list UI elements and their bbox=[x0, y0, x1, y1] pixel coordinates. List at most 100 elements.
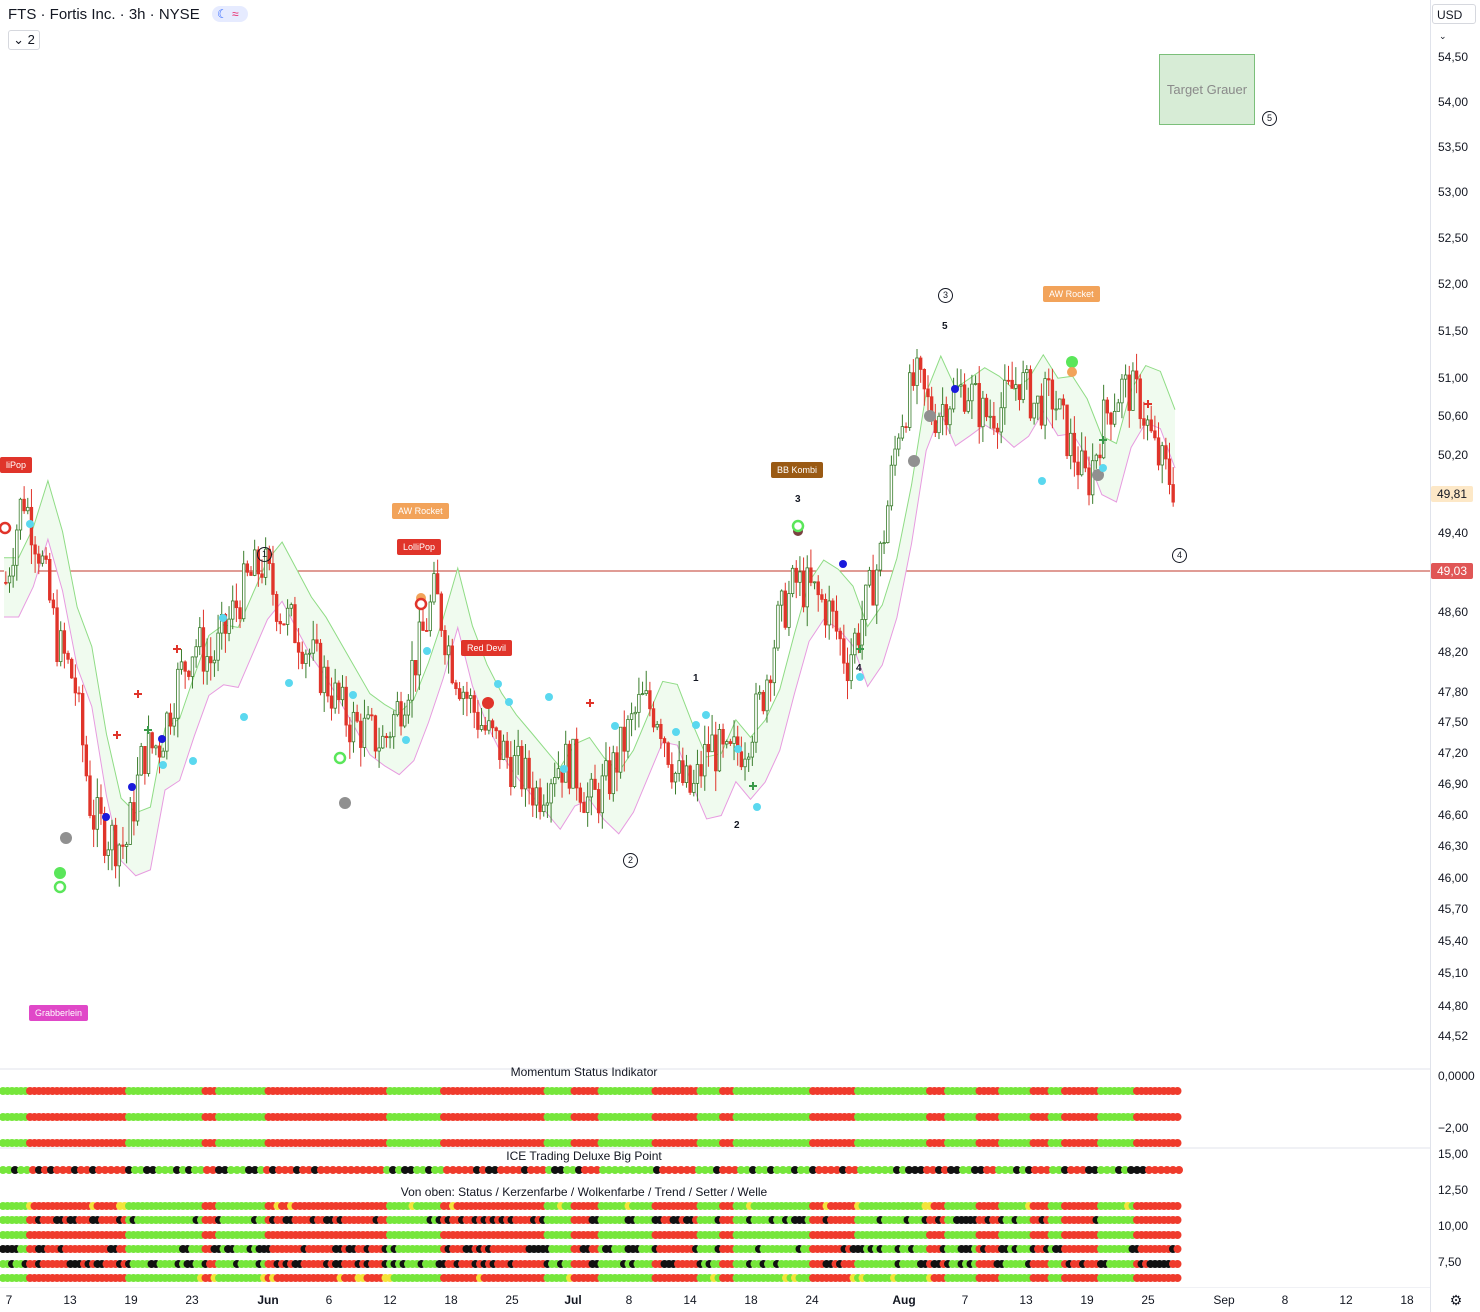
signal-dot bbox=[189, 757, 197, 765]
price-tick-label: 45,40 bbox=[1438, 934, 1469, 948]
candle bbox=[867, 569, 872, 586]
candle bbox=[864, 584, 868, 620]
candle bbox=[333, 682, 337, 709]
candle bbox=[143, 746, 147, 774]
symbol-title[interactable]: FTS · Fortis Inc. · 3h · NYSE bbox=[8, 6, 200, 23]
signal-dot bbox=[753, 803, 761, 811]
current-price-tag: 49,81 bbox=[1431, 486, 1473, 502]
indicator-badges[interactable]: ☾ ≈ bbox=[212, 6, 248, 22]
momentum-pane-title: Momentum Status Indikator bbox=[510, 1065, 658, 1079]
candle bbox=[501, 740, 506, 760]
price-scale[interactable]: 54,50 54,00 53,50 53,00 52,50 52,00 51,50 51,00… bbox=[1430, 0, 1480, 1312]
indicator-dot bbox=[119, 1166, 127, 1174]
candle bbox=[1160, 445, 1164, 466]
indicator-dot bbox=[533, 1166, 541, 1174]
signal-ring bbox=[333, 751, 347, 765]
collapse-indicators-button[interactable]: ⌄ 2 bbox=[8, 30, 40, 50]
candle bbox=[714, 734, 718, 772]
indicator-dot bbox=[1157, 1166, 1165, 1174]
indicator-dot bbox=[179, 1166, 187, 1174]
candle bbox=[135, 774, 140, 822]
candle bbox=[534, 787, 539, 806]
chart-canvas[interactable] bbox=[0, 0, 1430, 1288]
indicator-dot bbox=[815, 1166, 823, 1174]
currency-selector[interactable]: USD ⌄ bbox=[1432, 4, 1476, 41]
target-box[interactable]: Target Grauer bbox=[1159, 54, 1255, 125]
candle bbox=[1028, 369, 1033, 419]
time-tick-label: 13 bbox=[1019, 1293, 1033, 1307]
candle bbox=[743, 758, 747, 768]
candle bbox=[589, 778, 594, 798]
indicator-dot bbox=[911, 1166, 919, 1174]
indicator-dot bbox=[305, 1166, 313, 1174]
candle bbox=[121, 844, 125, 847]
candle bbox=[106, 849, 110, 856]
candle bbox=[648, 690, 652, 710]
indicator-dot bbox=[929, 1166, 937, 1174]
candle bbox=[1153, 430, 1157, 439]
indicator-dot bbox=[383, 1166, 391, 1174]
candle bbox=[139, 746, 143, 776]
indicator-dot bbox=[155, 1166, 163, 1174]
signal-lollipop-2[interactable]: LolliPop bbox=[397, 539, 442, 555]
candle bbox=[567, 743, 572, 789]
candle bbox=[498, 730, 502, 760]
indicator-dot bbox=[1013, 1166, 1021, 1174]
signal-lollipop-1[interactable]: liPop bbox=[0, 457, 33, 473]
candle bbox=[150, 732, 154, 749]
indicator-dot bbox=[995, 1166, 1003, 1174]
signal-dot bbox=[692, 721, 700, 729]
indicator-dot bbox=[581, 1166, 589, 1174]
candle bbox=[607, 760, 612, 795]
candle bbox=[893, 448, 897, 466]
signal-dot bbox=[423, 647, 431, 655]
candle bbox=[966, 400, 970, 412]
indicator-dot bbox=[317, 1166, 325, 1174]
time-tick-label: 8 bbox=[1281, 1293, 1289, 1307]
currency-label: USD bbox=[1437, 8, 1463, 22]
candle bbox=[706, 743, 711, 753]
price-tick-label: 47,50 bbox=[1438, 715, 1469, 729]
candle bbox=[622, 726, 626, 752]
candle bbox=[765, 679, 769, 712]
time-axis[interactable]: 7 13 19 23 Jun 6 12 18 25 Jul 8 14 18 24 Aug 7 13 19 25 Sep… bbox=[0, 1288, 1430, 1312]
candle bbox=[772, 647, 776, 684]
candle bbox=[816, 581, 820, 596]
candle bbox=[845, 662, 850, 682]
candle bbox=[304, 653, 308, 664]
indicator-dot bbox=[251, 1166, 259, 1174]
signal-dot bbox=[1038, 477, 1046, 485]
indicator-dot bbox=[653, 1166, 661, 1174]
signal-red-devil[interactable]: Red Devil bbox=[461, 640, 513, 656]
candle bbox=[388, 736, 392, 739]
wave-label-1: 1 bbox=[257, 547, 272, 562]
indicator-dot bbox=[869, 1166, 877, 1174]
indicator-dot bbox=[137, 1166, 145, 1174]
signal-aw-rocket-2[interactable]: AW Rocket bbox=[1043, 286, 1100, 302]
collapse-count: 2 bbox=[27, 32, 35, 47]
candle bbox=[483, 725, 487, 731]
indicator-dot bbox=[977, 1166, 985, 1174]
candle bbox=[585, 796, 590, 813]
signal-grabberlein[interactable]: Grabberlein bbox=[29, 1005, 89, 1021]
indicator-dot bbox=[773, 1166, 781, 1174]
indicator-dot bbox=[185, 1166, 193, 1174]
indicator-dot bbox=[605, 1166, 613, 1174]
candle bbox=[783, 590, 787, 628]
signal-dot bbox=[672, 728, 680, 736]
signal-aw-rocket-1[interactable]: AW Rocket bbox=[392, 503, 449, 519]
candle bbox=[472, 695, 476, 713]
wave-label-4: 4 bbox=[1172, 548, 1187, 563]
indicator-dot bbox=[455, 1166, 463, 1174]
settings-gear-icon[interactable]: ⚙ bbox=[1449, 1292, 1463, 1308]
candle bbox=[1047, 378, 1051, 381]
signal-bb-kombi[interactable]: BB Kombi bbox=[771, 462, 824, 478]
time-tick-label: 7 bbox=[961, 1293, 969, 1307]
time-tick-label: Sep bbox=[1213, 1293, 1235, 1307]
indicator-dot bbox=[23, 1166, 31, 1174]
indicator-dot bbox=[935, 1166, 943, 1174]
candle bbox=[611, 752, 615, 795]
candle bbox=[681, 760, 685, 784]
indicator-dot bbox=[89, 1166, 97, 1174]
indicator-dot bbox=[719, 1166, 727, 1174]
